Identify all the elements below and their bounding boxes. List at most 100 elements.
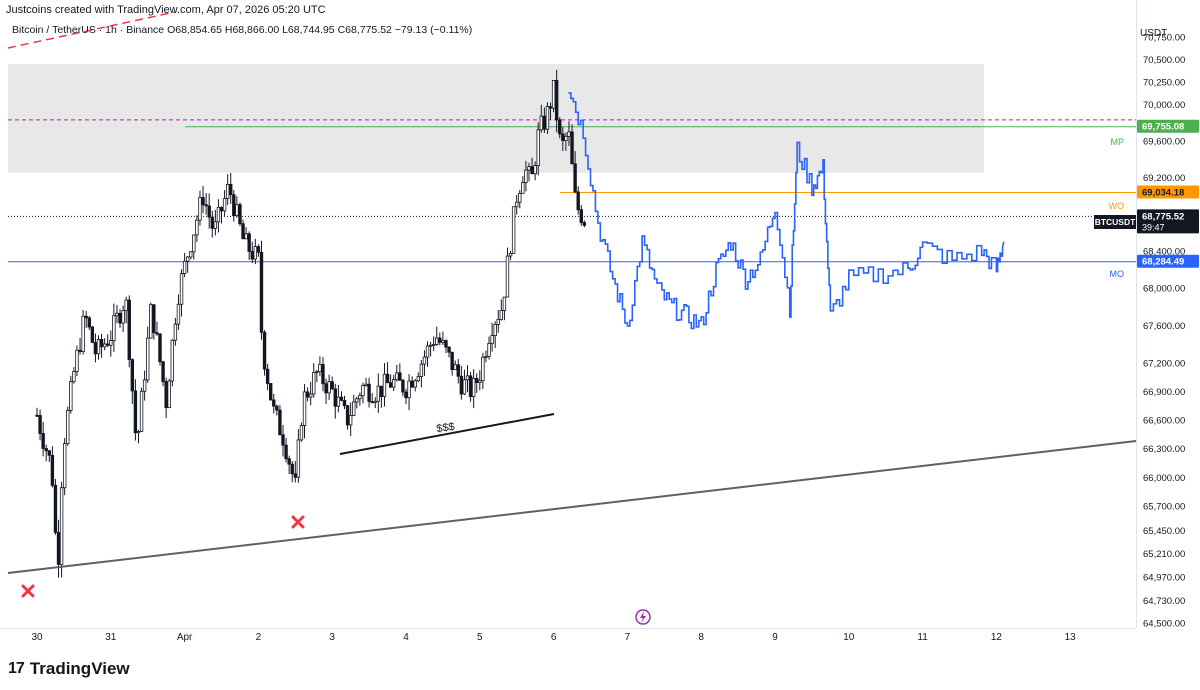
tradingview-logo[interactable]: 17 TradingView xyxy=(8,659,130,679)
candle-body xyxy=(66,410,70,444)
lightning-icon[interactable] xyxy=(635,609,651,625)
symbol-tag-bg xyxy=(1094,215,1136,229)
price-tick-label: 69,600.00 xyxy=(1143,136,1185,147)
candle-body xyxy=(570,131,574,165)
candle-body xyxy=(567,131,571,137)
candle-body xyxy=(450,351,454,371)
candle-body xyxy=(75,349,79,372)
candle-body xyxy=(345,405,350,426)
candle-body xyxy=(422,356,427,365)
candle-body xyxy=(481,356,485,382)
annotation-liquidity: $$$ xyxy=(436,421,456,435)
candle-body xyxy=(545,106,550,130)
candle-body xyxy=(250,250,254,260)
candle-body xyxy=(484,356,488,358)
candle-body xyxy=(69,381,73,411)
candle-body xyxy=(515,201,519,208)
supply-zone xyxy=(8,63,984,173)
time-tick-label: 4 xyxy=(403,632,409,643)
candle-body xyxy=(305,391,310,398)
candle-body xyxy=(398,372,402,381)
candle-body xyxy=(62,443,67,489)
candle-body xyxy=(284,444,288,460)
symbol-tag: BTCUSDT xyxy=(1095,217,1136,227)
trend-line xyxy=(7,440,1136,574)
candle-body xyxy=(287,458,291,465)
candle-body xyxy=(582,222,587,226)
price-tag-bg xyxy=(1137,119,1199,133)
candle-body xyxy=(93,342,98,355)
candle-body xyxy=(333,388,337,407)
price-tag-bg xyxy=(1137,185,1199,199)
time-tick-label: 12 xyxy=(991,632,1003,643)
candle-body xyxy=(493,324,497,336)
candle-body xyxy=(247,233,251,252)
candlestick-series xyxy=(35,69,587,578)
candle-body xyxy=(533,165,537,175)
candle-body xyxy=(149,304,153,339)
candle-body xyxy=(521,182,525,194)
candle-body xyxy=(195,219,199,236)
time-tick-label: 6 xyxy=(551,632,557,643)
candle-body xyxy=(232,194,236,217)
liquidity-line xyxy=(339,413,555,455)
price-tag: 68,775.52 xyxy=(1142,211,1184,222)
mo-label: MO xyxy=(1110,269,1125,279)
change-value: −79.13 (−0.11%) xyxy=(394,24,473,36)
candle-body xyxy=(312,372,316,395)
candle-body xyxy=(496,319,500,325)
candle-body xyxy=(435,337,439,345)
time-tick-label: 8 xyxy=(698,632,704,643)
candle-body xyxy=(109,340,113,346)
symbol-info: Bitcoin / TetherUS · 1h · Binance O68,85… xyxy=(12,24,472,36)
symbol-name[interactable]: Bitcoin / TetherUS · 1h · Binance xyxy=(12,24,165,36)
candle-body xyxy=(136,431,141,434)
candle-body xyxy=(272,399,276,407)
candle-body xyxy=(189,251,193,258)
candle-body xyxy=(407,380,411,399)
countdown-tag: 39:47 xyxy=(1142,222,1165,232)
candle-body xyxy=(564,135,568,141)
price-tag-bg xyxy=(1137,209,1199,234)
candle-body xyxy=(539,115,543,131)
candle-body xyxy=(176,303,181,325)
candle-body xyxy=(524,169,528,183)
candle-body xyxy=(425,345,430,358)
candle-body xyxy=(382,373,387,397)
candle-body xyxy=(90,326,95,343)
time-axis-strip[interactable] xyxy=(0,628,1136,649)
candle-body xyxy=(170,339,174,382)
candle-body xyxy=(124,299,128,312)
candle-body xyxy=(410,380,414,388)
price-tick-label: 66,300.00 xyxy=(1143,444,1185,455)
candle-body xyxy=(505,255,510,298)
candle-body xyxy=(268,383,273,401)
candle-body xyxy=(447,346,451,353)
candle-body xyxy=(490,335,494,344)
candle-body xyxy=(388,382,393,388)
candle-body xyxy=(327,381,331,394)
tradingview-wordmark: TradingView xyxy=(29,659,130,678)
candle-body xyxy=(508,252,513,257)
price-tick-label: 67,200.00 xyxy=(1143,359,1185,370)
candle-body xyxy=(358,395,362,400)
candle-body xyxy=(155,332,159,335)
candle-body xyxy=(173,323,178,341)
candle-body xyxy=(554,80,559,121)
candle-body xyxy=(530,166,534,175)
candle-body xyxy=(281,434,285,446)
candle-body xyxy=(99,339,104,348)
price-tag: 68,284.49 xyxy=(1142,257,1184,268)
close-value: C68,775.52 xyxy=(337,24,392,36)
candle-body xyxy=(441,340,445,343)
candle-body xyxy=(35,414,39,417)
price-chart[interactable]: $$$ MP WO MO 30 31 Apr 2 3 4 5 6 7 8 9 10 11 12 13 BTC… xyxy=(0,0,1136,648)
candle-body xyxy=(438,337,442,343)
price-axis[interactable]: 70,750.00 70,500.00 70,250.00 70,000.00 69,6… xyxy=(1136,0,1200,630)
candle-body xyxy=(167,380,171,409)
candle-body xyxy=(379,385,384,397)
candle-body xyxy=(444,340,448,348)
candle-body xyxy=(361,385,365,397)
candle-body xyxy=(78,349,82,352)
price-tick-label: 67,600.00 xyxy=(1143,321,1185,332)
